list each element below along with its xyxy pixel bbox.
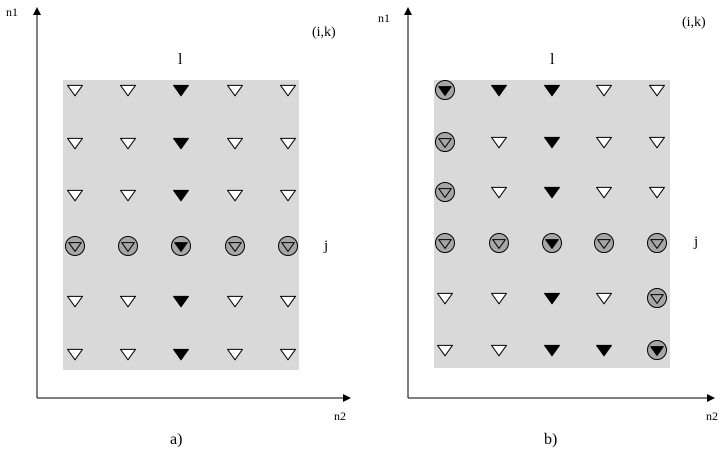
panel-a-marker-circled-filled-triangle-icon [171,236,191,256]
panel-b-marker-filled-triangle-icon [544,292,560,305]
panel-b-marker-open-triangle-icon [596,292,612,305]
panel-b-marker-filled-triangle-icon [544,136,560,149]
panel-a-marker-open-triangle-icon [280,189,296,202]
panel-a-marker-open-triangle-icon [120,137,136,150]
panel-b-marker-open-triangle-icon [437,292,453,305]
panel-b-marker-circled-gray-triangle-icon [435,233,455,253]
panel-a-marker-open-triangle-icon [120,295,136,308]
panel-b-marker-open-triangle-icon [649,84,665,97]
panel-a-marker-filled-triangle-icon [173,348,189,361]
panel-b-marker-circled-filled-triangle-icon [542,233,562,253]
panel-b-marker-filled-triangle-icon [544,186,560,199]
panel-a-marker-open-triangle-icon [280,84,296,97]
panel-a-caption: a) [170,431,182,448]
panel-a-marker-filled-triangle-icon [173,295,189,308]
panel-a-y-axis-label: n1 [6,5,18,19]
panel-a-marker-circled-gray-triangle-icon [225,236,245,256]
panel-b-top-label: l [550,51,555,68]
panel-a-grid [65,84,298,361]
panel-a-right-label: j [323,238,328,254]
panel-a-corner-label: (i,k) [312,25,336,40]
panel-b-y-axis-label: n1 [378,11,390,25]
panel-b-marker-open-triangle-icon [437,344,453,357]
panel-b-grid [435,80,667,360]
panel-a-x-axis-label: n2 [334,409,346,423]
panel-b-marker-circled-gray-triangle-icon [647,233,667,253]
panel-b-marker-circled-gray-triangle-icon [647,288,667,308]
panel-a-marker-open-triangle-icon [120,189,136,202]
panel-b-marker-open-triangle-icon [649,136,665,149]
panel-a-marker-open-triangle-icon [67,137,83,150]
panel-b-right-label: j [693,234,698,250]
panel-a-top-label: l [178,51,183,68]
panel-a: n1 n2 (i,k) l j a) [6,5,351,448]
panel-b-marker-open-triangle-icon [596,136,612,149]
panel-b-marker-circled-gray-triangle-icon [594,233,614,253]
panel-b-caption: b) [544,431,557,448]
panel-b-marker-open-triangle-icon [491,292,507,305]
panel-b-marker-open-triangle-icon [491,186,507,199]
panel-a-marker-open-triangle-icon [67,348,83,361]
panel-b-marker-circled-gray-triangle-icon [435,132,455,152]
panel-a-marker-open-triangle-icon [67,295,83,308]
panel-b-marker-open-triangle-icon [491,344,507,357]
panel-a-marker-open-triangle-icon [227,84,243,97]
panel-a-marker-circled-gray-triangle-icon [118,236,138,256]
panel-a-marker-open-triangle-icon [67,189,83,202]
panel-b-marker-filled-triangle-icon [544,84,560,97]
panel-a-marker-open-triangle-icon [280,295,296,308]
panel-b-corner-label: (i,k) [682,15,706,30]
panel-b-x-axis-label: n2 [706,409,718,423]
panel-b-marker-circled-gray-triangle-icon [435,182,455,202]
panel-b-marker-open-triangle-icon [491,136,507,149]
panel-a-marker-open-triangle-icon [227,189,243,202]
panel-b-marker-open-triangle-icon [596,186,612,199]
panel-a-marker-filled-triangle-icon [173,137,189,150]
panel-b-marker-circled-filled-triangle-icon [647,340,667,360]
panel-a-marker-circled-gray-triangle-icon [65,236,85,256]
panel-b-marker-open-triangle-icon [596,84,612,97]
panel-b: n1 n2 (i,k) l j b) [378,7,718,448]
panel-a-marker-open-triangle-icon [227,348,243,361]
panel-a-marker-open-triangle-icon [227,137,243,150]
panel-a-marker-filled-triangle-icon [173,84,189,97]
panel-b-marker-circled-filled-triangle-icon [435,80,455,100]
panel-b-marker-filled-triangle-icon [544,344,560,357]
panel-a-marker-open-triangle-icon [120,348,136,361]
panel-b-marker-filled-triangle-icon [491,84,507,97]
panel-b-marker-filled-triangle-icon [596,344,612,357]
panel-a-marker-open-triangle-icon [280,137,296,150]
panel-a-marker-filled-triangle-icon [173,189,189,202]
panel-a-marker-open-triangle-icon [120,84,136,97]
panel-b-marker-open-triangle-icon [649,186,665,199]
panel-a-marker-open-triangle-icon [227,295,243,308]
panel-b-marker-circled-gray-triangle-icon [489,233,509,253]
panel-a-marker-circled-gray-triangle-icon [278,236,298,256]
panel-b-region [434,80,670,368]
panel-a-marker-open-triangle-icon [280,348,296,361]
panel-a-marker-open-triangle-icon [67,84,83,97]
panel-a-region [63,80,299,370]
